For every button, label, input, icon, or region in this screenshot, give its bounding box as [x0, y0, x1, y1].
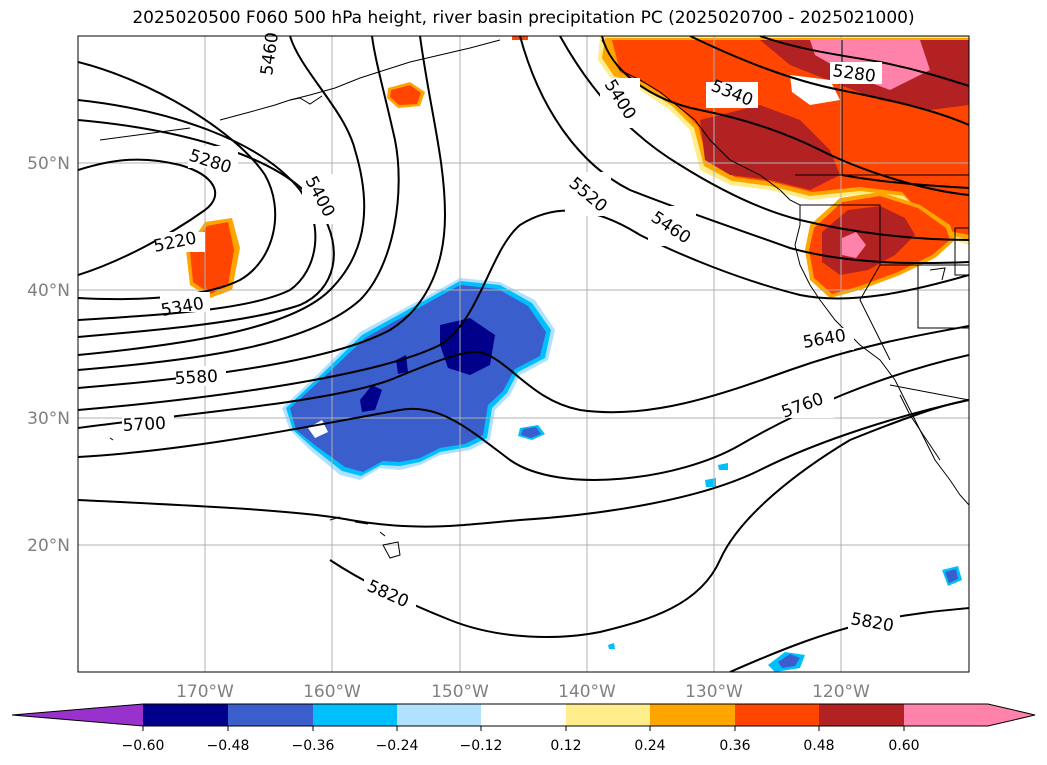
- lat-label-30n: 30°N: [27, 409, 70, 429]
- colorbar-tick-9: 0.48: [803, 738, 834, 754]
- lon-label-170w: 170°W: [176, 682, 234, 702]
- colorbar-swatch-2: [228, 704, 313, 726]
- colorbar-extend-max: [988, 704, 1035, 726]
- contour-label-5700: 5700: [122, 414, 166, 436]
- colorbar-swatch-9: [819, 704, 904, 726]
- precip-positive-small: [186, 36, 528, 298]
- colorbar-swatch-8: [735, 704, 819, 726]
- lon-label-150w: 150°W: [431, 682, 489, 702]
- longitude-labels: 170°W 160°W 150°W 140°W 130°W 120°W: [176, 682, 870, 702]
- lat-label-40n: 40°N: [27, 281, 70, 301]
- colorbar-tick-10: 0.60: [888, 738, 919, 754]
- map-title: 2025020500 F060 500 hPa height, river ba…: [132, 8, 915, 28]
- lat-label-20n: 20°N: [27, 536, 70, 556]
- contour-label-5580: 5580: [174, 367, 218, 389]
- lat-label-50n: 50°N: [27, 154, 70, 174]
- lon-label-120w: 120°W: [812, 682, 870, 702]
- contour-labels: 5460 5280 5400 5220 5340 5400 5340 5280 …: [122, 31, 900, 636]
- colorbar-tick-3: −0.36: [292, 738, 335, 754]
- colorbar-tick-4: −0.24: [376, 738, 419, 754]
- colorbar-swatch-7: [650, 704, 735, 726]
- colorbar-extend-min: [12, 704, 143, 726]
- colorbar-tick-6: 0.12: [550, 738, 581, 754]
- colorbar-swatch-1: [143, 704, 228, 726]
- colorbar-swatch-5: [481, 704, 566, 726]
- lon-label-140w: 140°W: [558, 682, 616, 702]
- colorbar-tick-8: 0.36: [719, 738, 750, 754]
- lon-label-160w: 160°W: [303, 682, 361, 702]
- colorbar-swatch-3: [313, 704, 397, 726]
- colorbar-tick-2: −0.48: [207, 738, 250, 754]
- height-contours: [78, 36, 969, 672]
- colorbar-tick-1: −0.60: [122, 738, 165, 754]
- colorbar-swatch-4: [397, 704, 481, 726]
- colorbar: −0.60 −0.48 −0.36 −0.24 −0.12 0.12 0.24 …: [11, 703, 1036, 754]
- map-frame: [77, 35, 970, 673]
- precip-negative-central: [282, 278, 555, 480]
- colorbar-tick-5: −0.12: [460, 738, 503, 754]
- latitude-labels: 50°N 40°N 30°N 20°N: [27, 154, 70, 556]
- colorbar-swatch-10: [904, 704, 988, 726]
- colorbar-tick-7: 0.24: [634, 738, 665, 754]
- colorbar-swatch-6: [566, 704, 650, 726]
- lon-label-130w: 130°W: [685, 682, 743, 702]
- precip-negative-small: [518, 425, 962, 672]
